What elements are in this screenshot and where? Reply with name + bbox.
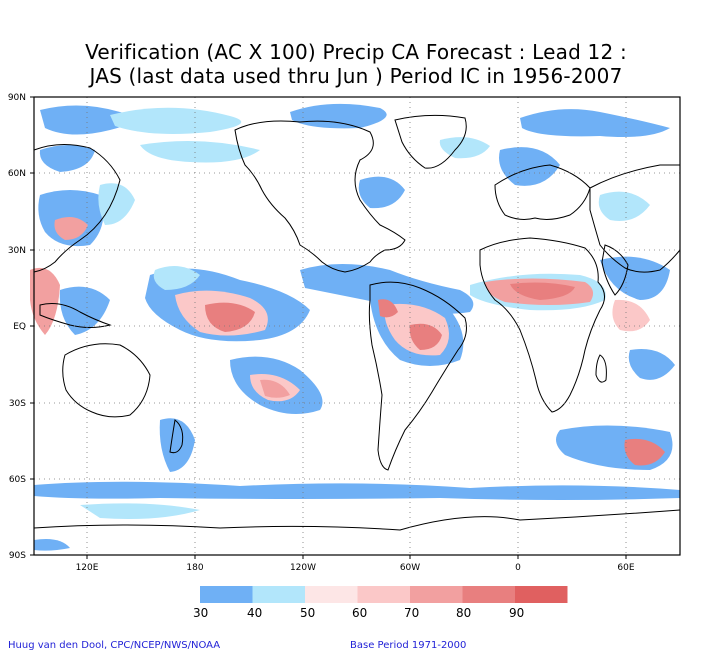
colorbar-label: 40 — [247, 606, 263, 620]
lon-label: 120E — [76, 563, 99, 573]
coastlines — [33, 114, 681, 531]
coast-new-zealand — [169, 419, 184, 454]
shade-patch — [612, 299, 650, 332]
shade-patch — [140, 141, 260, 163]
lat-label: EQ — [13, 322, 26, 332]
colorbar-label: 50 — [300, 606, 316, 620]
lat-label: 30N — [8, 246, 26, 256]
shade-patch — [39, 145, 95, 172]
shade-patch — [80, 503, 200, 519]
shade-patch — [378, 299, 398, 318]
lat-label: 90N — [8, 93, 26, 103]
colorbar-swatch — [410, 586, 463, 603]
colorbar-swatch — [462, 586, 515, 603]
colorbar-label: 90 — [509, 606, 525, 620]
coast-australia — [62, 343, 151, 418]
colorbar-swatch — [200, 586, 253, 603]
shade-patch — [600, 256, 670, 300]
lat-label: 60N — [8, 169, 26, 179]
coast-antarctica — [33, 509, 681, 531]
colorbar-swatch — [357, 586, 410, 603]
coast-east-asia — [33, 144, 121, 273]
colorbar-label: 60 — [352, 606, 368, 620]
shade-patch — [439, 137, 490, 159]
lon-label: 180 — [186, 563, 203, 573]
shade-patch — [59, 286, 110, 335]
footer-credit: Huug van den Dool, CPC/NCEP/NWS/NOAA — [8, 640, 221, 651]
shade-patch — [520, 109, 670, 137]
shade-patch — [624, 438, 665, 466]
coast-greenland — [394, 114, 467, 169]
shade-patch — [205, 302, 255, 332]
chart-title-line2: JAS (last data used thru Jun ) Period IC… — [89, 64, 623, 88]
lat-label: 90S — [9, 551, 26, 561]
colorbar-label: 80 — [456, 606, 472, 620]
shade-patch — [499, 147, 560, 186]
shade-patch — [260, 379, 290, 398]
shade-patch — [598, 191, 650, 221]
coast-indonesia — [39, 303, 112, 328]
lat-label: 30S — [9, 399, 26, 409]
footer-base-period: Base Period 1971-2000 — [350, 640, 467, 651]
shade-patch — [40, 105, 133, 135]
colorbar-swatch — [305, 586, 358, 603]
shade-patch — [358, 176, 405, 209]
colorbar-swatch — [252, 586, 305, 603]
shade-patch — [110, 107, 242, 134]
coast-europe — [494, 164, 591, 220]
shade-patch — [34, 539, 70, 551]
shade-patch — [290, 103, 387, 129]
shade-patch — [54, 216, 88, 240]
shade-patch — [409, 323, 442, 350]
coast-madagascar — [595, 354, 607, 383]
chart-title-line1: Verification (AC X 100) Precip CA Foreca… — [85, 40, 627, 64]
shade-patch — [153, 266, 200, 290]
shade-patch — [300, 264, 474, 314]
shade-patch — [98, 183, 135, 225]
colorbar-label: 30 — [193, 606, 209, 620]
shade-patch — [34, 481, 680, 500]
lat-axis: 90N 60N 30N EQ 30S 60S 90S — [8, 93, 34, 561]
lon-label: 0 — [515, 563, 521, 573]
shade-patch — [30, 267, 60, 335]
shade-patch — [510, 282, 575, 300]
lon-label: 60W — [400, 563, 420, 573]
lon-label: 120W — [290, 563, 316, 573]
coast-south-america — [368, 281, 467, 471]
coast-asia — [589, 164, 681, 273]
colorbar — [200, 586, 568, 603]
colorbar-label: 70 — [404, 606, 420, 620]
coast-africa — [479, 237, 605, 413]
lon-axis: 120E 180 120W 60W 0 60E — [76, 555, 635, 573]
lat-label: 60S — [9, 475, 26, 485]
colorbar-swatch — [515, 586, 568, 603]
shade-patch — [159, 418, 195, 472]
correlation-shading — [30, 103, 680, 551]
coast-north-america — [234, 120, 406, 273]
shade-patch — [628, 349, 675, 380]
coast-india — [601, 244, 629, 296]
lon-label: 60E — [617, 563, 634, 573]
